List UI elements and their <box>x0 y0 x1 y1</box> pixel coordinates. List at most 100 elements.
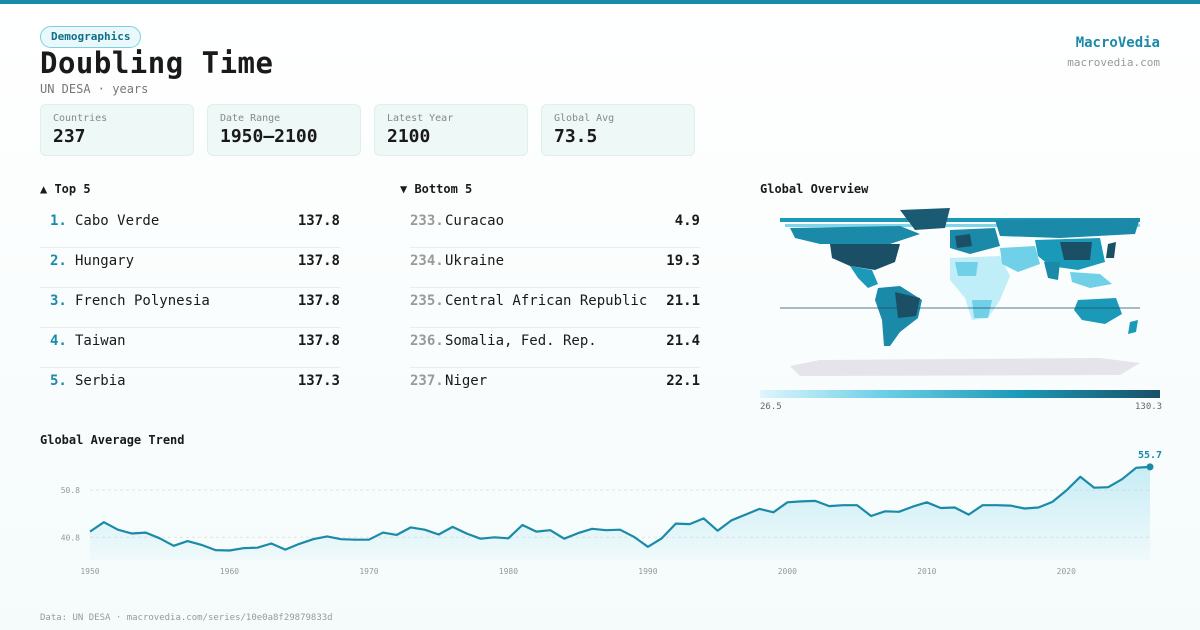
stat-card-global-avg: Global Avg 73.5 <box>541 104 695 156</box>
stat-card-countries: Countries 237 <box>40 104 194 156</box>
stat-label: Global Avg <box>554 113 615 124</box>
stat-label: Latest Year <box>387 113 454 124</box>
y-tick-label: 40.8 <box>61 533 80 542</box>
rank: 4. <box>50 333 67 349</box>
list-item[interactable]: 3. French Polynesia 137.8 <box>40 288 340 328</box>
country-name: Niger <box>445 373 488 389</box>
country-name: Central African Republic <box>445 293 648 309</box>
country-value: 19.3 <box>666 253 700 269</box>
map-region-middle-east <box>1000 246 1040 272</box>
x-tick-label: 2010 <box>917 567 936 576</box>
map-region-north-africa <box>955 262 978 276</box>
map-color-legend <box>760 390 1160 398</box>
rank: 235. <box>410 293 444 309</box>
list-item[interactable]: 4. Taiwan 137.8 <box>40 328 340 368</box>
country-value: 21.1 <box>666 293 700 309</box>
country-name: Curacao <box>445 213 505 229</box>
rank: 5. <box>50 373 67 389</box>
map-region-india <box>1044 262 1060 280</box>
list-item[interactable]: 237. Niger 22.1 <box>410 368 700 408</box>
stat-value: 73.5 <box>554 126 598 147</box>
country-value: 4.9 <box>674 213 700 229</box>
map-region-usa <box>830 244 900 270</box>
country-name: Hungary <box>75 253 135 269</box>
country-value: 137.8 <box>297 333 340 349</box>
legend-max-label: 130.3 <box>1135 402 1163 412</box>
map-region-australia <box>1074 298 1122 324</box>
stat-card-latest-year: Latest Year 2100 <box>374 104 528 156</box>
map-region-china <box>1060 242 1092 260</box>
map-heading: Global Overview <box>760 182 869 196</box>
top-accent-bar <box>0 0 1200 4</box>
x-tick-label: 1970 <box>359 567 378 576</box>
country-name: Serbia <box>75 373 126 389</box>
map-region-russia <box>995 218 1140 238</box>
country-value: 22.1 <box>666 373 700 389</box>
country-name: French Polynesia <box>75 293 210 309</box>
map-region-new-zealand <box>1128 320 1138 334</box>
x-tick-label: 1950 <box>80 567 99 576</box>
list-item[interactable]: 233. Curacao 4.9 <box>410 208 700 248</box>
map-region-arctic <box>785 224 1140 227</box>
map-region-mexico <box>850 266 878 288</box>
map-region-canada <box>790 226 920 244</box>
stat-value: 2100 <box>387 126 431 147</box>
list-item[interactable]: 5. Serbia 137.3 <box>40 368 340 408</box>
rank: 233. <box>410 213 444 229</box>
rank: 3. <box>50 293 67 309</box>
map-region-arctic <box>780 218 1140 222</box>
page-subtitle: UN DESA · years <box>40 82 149 96</box>
country-name: Cabo Verde <box>75 213 160 229</box>
source-footer: Data: UN DESA · macrovedia.com/series/10… <box>40 613 333 623</box>
list-item[interactable]: 234. Ukraine 19.3 <box>410 248 700 288</box>
brand-site[interactable]: macrovedia.com <box>1067 56 1160 69</box>
map-region-brazil <box>895 292 920 318</box>
map-region-europe <box>950 228 1000 254</box>
country-value: 137.8 <box>297 253 340 269</box>
list-item[interactable]: 2. Hungary 137.8 <box>40 248 340 288</box>
y-tick-label: 50.8 <box>61 486 80 495</box>
trend-end-point <box>1146 463 1154 471</box>
trend-end-label: 55.7 <box>1138 450 1162 461</box>
country-name: Ukraine <box>445 253 505 269</box>
stat-value: 1950–2100 <box>220 126 318 147</box>
list-item[interactable]: 1. Cabo Verde 137.8 <box>40 208 340 248</box>
map-region-japan <box>1106 242 1116 258</box>
top5-heading: ▲ Top 5 <box>40 182 91 196</box>
trend-line <box>89 465 1151 552</box>
legend-min-label: 26.5 <box>760 402 782 412</box>
x-tick-label: 1990 <box>638 567 657 576</box>
bottom5-heading: ▼ Bottom 5 <box>400 182 473 196</box>
bottom5-list: 233. Curacao 4.9 234. Ukraine 19.3 235. Centr… <box>410 208 700 408</box>
country-value: 137.8 <box>297 293 340 309</box>
country-value: 137.8 <box>297 213 340 229</box>
map-region-antarctica <box>790 358 1140 376</box>
trend-chart[interactable]: 40.8 50.8 1950 1960 1970 1980 1990 2000 2010 2020… <box>40 448 1170 580</box>
page-title: Doubling Time <box>40 46 274 80</box>
stat-card-date-range: Date Range 1950–2100 <box>207 104 361 156</box>
stat-label: Date Range <box>220 113 281 124</box>
rank: 2. <box>50 253 67 269</box>
list-item[interactable]: 236. Somalia, Fed. Rep. 21.4 <box>410 328 700 368</box>
stat-label: Countries <box>53 113 108 124</box>
rank: 236. <box>410 333 444 349</box>
country-name: Taiwan <box>75 333 126 349</box>
trend-area <box>90 466 1150 560</box>
x-tick-label: 1960 <box>220 567 239 576</box>
trend-heading: Global Average Trend <box>40 433 185 447</box>
x-tick-label: 2020 <box>1057 567 1076 576</box>
world-choropleth-map[interactable] <box>760 200 1160 385</box>
map-region-greenland <box>900 208 950 230</box>
list-item[interactable]: 235. Central African Republic 21.1 <box>410 288 700 328</box>
stat-value: 237 <box>53 126 86 147</box>
country-name: Somalia, Fed. Rep. <box>445 333 597 349</box>
x-tick-label: 1980 <box>499 567 518 576</box>
country-value: 21.4 <box>666 333 700 349</box>
top5-list: 1. Cabo Verde 137.8 2. Hungary 137.8 3. Frenc… <box>40 208 340 408</box>
x-tick-label: 2000 <box>778 567 797 576</box>
map-region-southeast-asia <box>1070 272 1112 288</box>
rank: 1. <box>50 213 67 229</box>
rank: 234. <box>410 253 444 269</box>
category-badge: Demographics <box>40 26 142 48</box>
brand-name[interactable]: MacroVedia <box>1075 35 1160 51</box>
